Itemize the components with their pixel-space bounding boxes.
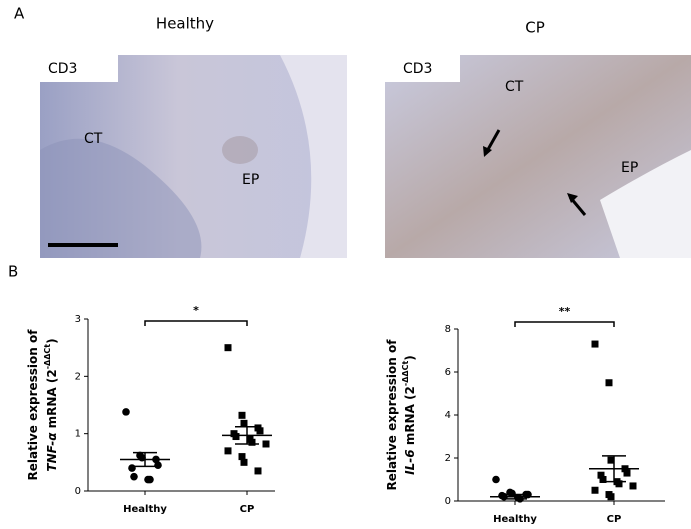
region-label: EP [621, 160, 638, 176]
y-tick-label: 8 [445, 324, 451, 335]
data-point [224, 447, 232, 455]
data-point [238, 453, 246, 461]
stain-label: CD3 [48, 61, 77, 77]
micrograph [385, 55, 691, 258]
data-point [492, 475, 500, 484]
y-axis-label: TNF-α mRNA (2-ΔΔCt) [43, 338, 59, 471]
y-tick-label: 4 [445, 410, 451, 421]
significance-bracket [144, 320, 248, 326]
data-point [256, 427, 264, 435]
region-label: EP [242, 172, 259, 188]
x-tick-label: Healthy [123, 504, 167, 515]
data-point [591, 340, 599, 348]
y-axis-label-text: Relative expression of [26, 329, 40, 481]
y-tick-label: 2 [445, 453, 451, 464]
significance-bracket [514, 321, 615, 327]
region-label: CT [84, 131, 103, 147]
y-tick-label: 6 [445, 367, 451, 378]
y-tick-label: 3 [75, 314, 81, 325]
data-point [122, 408, 130, 416]
data-point [591, 486, 599, 494]
y-tick-label: 1 [75, 429, 81, 440]
y-axis-label: IL-6 mRNA (2-ΔΔCt) [401, 355, 417, 475]
x-tick-label: CP [240, 504, 255, 515]
y-axis-label-text: ) [403, 355, 417, 360]
y-tick-label: 0 [445, 496, 451, 507]
y-axis-label-text: mRNA (2 [403, 386, 417, 449]
data-point [597, 471, 605, 479]
exponent: -ΔΔCt [401, 361, 410, 387]
data-point [128, 464, 136, 472]
data-point [262, 440, 270, 448]
data-point [508, 489, 516, 498]
y-axis-label: Relative expression of [385, 339, 399, 491]
x-tick-label: Healthy [493, 514, 537, 525]
data-point [254, 467, 262, 475]
data-point [605, 379, 613, 387]
data-point [607, 493, 615, 501]
panel-label: A [14, 5, 25, 23]
image-title: Healthy [156, 15, 214, 33]
y-tick-label: 2 [75, 371, 81, 382]
y-axis-label-text: mRNA (2 [45, 369, 59, 432]
y-tick-label: 0 [75, 486, 81, 497]
exponent: -ΔΔCt [43, 344, 52, 370]
data-point [629, 482, 637, 490]
data-point [240, 419, 248, 427]
region-label: CT [505, 79, 524, 95]
data-point [607, 456, 615, 464]
gene-name: IL-6 [403, 449, 417, 474]
image-title: CP [525, 19, 545, 37]
data-point [615, 480, 623, 488]
data-point [154, 461, 162, 470]
data-point [224, 344, 232, 352]
data-point [599, 476, 607, 483]
y-axis-label: Relative expression of [26, 329, 40, 481]
data-point [248, 438, 256, 446]
micrograph [40, 55, 347, 258]
gene-name: TNF-α [45, 432, 59, 472]
data-point [130, 472, 138, 481]
significance-label: * [193, 304, 199, 317]
data-point [240, 458, 248, 466]
x-tick-label: CP [607, 514, 622, 525]
y-axis-label-text: ) [45, 338, 59, 343]
panel-label: B [8, 263, 18, 281]
data-point [146, 475, 154, 484]
data-point [232, 433, 240, 441]
y-axis-label-text: Relative expression of [385, 339, 399, 491]
significance-label: ** [559, 305, 571, 318]
stain-label: CD3 [403, 61, 432, 77]
data-point [623, 469, 631, 477]
data-point [238, 411, 246, 419]
